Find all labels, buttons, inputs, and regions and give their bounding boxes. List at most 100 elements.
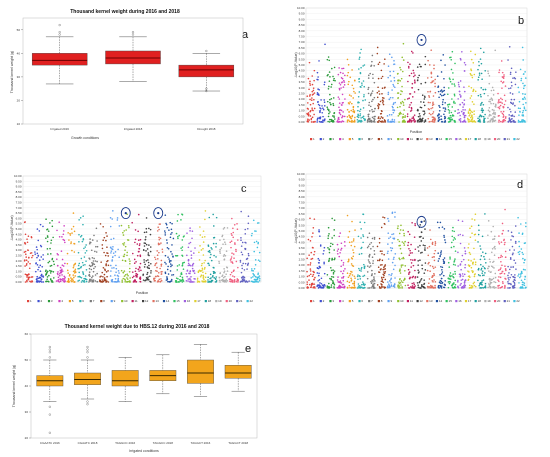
snp-point	[461, 254, 464, 257]
snp-point	[424, 120, 427, 122]
snp-point	[353, 119, 356, 121]
snp-point	[492, 286, 494, 288]
chart-a-plot-frame	[22, 17, 244, 125]
snp-point	[309, 273, 312, 276]
snp-point	[118, 225, 121, 227]
snp-point	[63, 278, 66, 280]
legend-label: 7	[93, 299, 95, 303]
snp-point	[348, 241, 351, 244]
snp-point	[431, 120, 433, 123]
snp-point	[72, 225, 75, 228]
snp-point	[391, 233, 393, 236]
snp-point	[340, 87, 342, 89]
snp-point	[91, 239, 94, 241]
snp-point	[346, 214, 349, 217]
legend-label: 4	[342, 137, 344, 141]
snp-point	[457, 286, 460, 289]
snp-point	[514, 242, 517, 244]
snp-point	[460, 110, 463, 113]
snp-point	[348, 274, 351, 277]
snp-point	[507, 230, 510, 232]
y-tick-label: 6.50	[299, 212, 305, 216]
snp-point	[106, 280, 108, 282]
snp-point	[83, 279, 85, 282]
snp-point	[331, 119, 333, 121]
snp-point	[441, 101, 444, 103]
y-tick-label: 8.50	[299, 189, 305, 193]
snp-point	[424, 249, 426, 251]
legend-label: 14	[439, 299, 443, 303]
snp-point	[140, 269, 142, 272]
snp-point	[208, 264, 211, 266]
snp-point	[463, 86, 465, 88]
snp-point	[354, 277, 356, 279]
snp-point	[358, 91, 361, 93]
snp-point	[338, 281, 341, 284]
snp-point	[377, 63, 380, 65]
snp-point	[493, 111, 495, 114]
snp-point	[101, 281, 103, 283]
snp-point	[165, 222, 167, 225]
snp-point	[524, 77, 527, 79]
snp-point	[334, 257, 336, 260]
snp-point	[352, 249, 354, 251]
snp-point	[310, 286, 313, 288]
snp-point	[522, 73, 525, 75]
snp-point	[166, 276, 168, 278]
snp-point	[323, 83, 326, 86]
snp-point	[47, 253, 49, 255]
snp-point	[102, 239, 104, 241]
snp-point	[500, 267, 502, 269]
snp-point	[416, 282, 419, 284]
snp-point	[360, 228, 362, 230]
snp-point	[36, 248, 38, 251]
snp-point	[523, 96, 526, 99]
snp-point	[469, 50, 472, 53]
snp-point	[360, 48, 362, 51]
snp-point	[444, 115, 446, 118]
snp-point	[197, 280, 199, 283]
snp-point	[490, 251, 493, 254]
snp-point	[467, 112, 470, 114]
chart-d-svg: d 0.000.501.001.502.002.503.003.504.004.…	[294, 172, 528, 303]
snp-point	[347, 258, 350, 261]
snp-point	[176, 269, 179, 271]
snp-point	[258, 251, 261, 254]
snp-point	[342, 272, 344, 275]
snp-point	[317, 274, 320, 277]
snp-point	[213, 277, 216, 279]
snp-point	[359, 221, 361, 224]
snp-point	[353, 275, 356, 278]
snp-point	[332, 102, 334, 105]
snp-point	[311, 116, 314, 119]
snp-point	[307, 238, 310, 241]
snp-point	[235, 260, 238, 263]
snp-point	[56, 229, 58, 232]
snp-point	[363, 64, 366, 66]
snp-point	[440, 265, 442, 268]
snp-point	[92, 279, 95, 281]
snp-point	[509, 101, 512, 104]
snp-point	[122, 271, 125, 274]
snp-point	[167, 265, 169, 268]
snp-point	[369, 72, 371, 75]
snp-point	[145, 250, 147, 252]
snp-point	[392, 111, 395, 114]
snp-point	[481, 284, 483, 286]
snp-point	[110, 238, 112, 241]
snp-point	[490, 102, 492, 105]
snp-point	[480, 269, 482, 271]
snp-point	[177, 237, 179, 240]
snp-point	[242, 278, 245, 280]
snp-point	[351, 271, 353, 273]
legend-swatch	[110, 300, 113, 303]
snp-point	[469, 72, 472, 75]
legend-swatch	[503, 300, 506, 303]
snp-point	[433, 64, 435, 66]
snp-point	[404, 265, 407, 267]
snp-point	[107, 255, 110, 257]
snp-point	[463, 283, 466, 285]
snp-point	[460, 286, 463, 289]
snp-point	[160, 273, 163, 275]
snp-point	[402, 42, 405, 45]
